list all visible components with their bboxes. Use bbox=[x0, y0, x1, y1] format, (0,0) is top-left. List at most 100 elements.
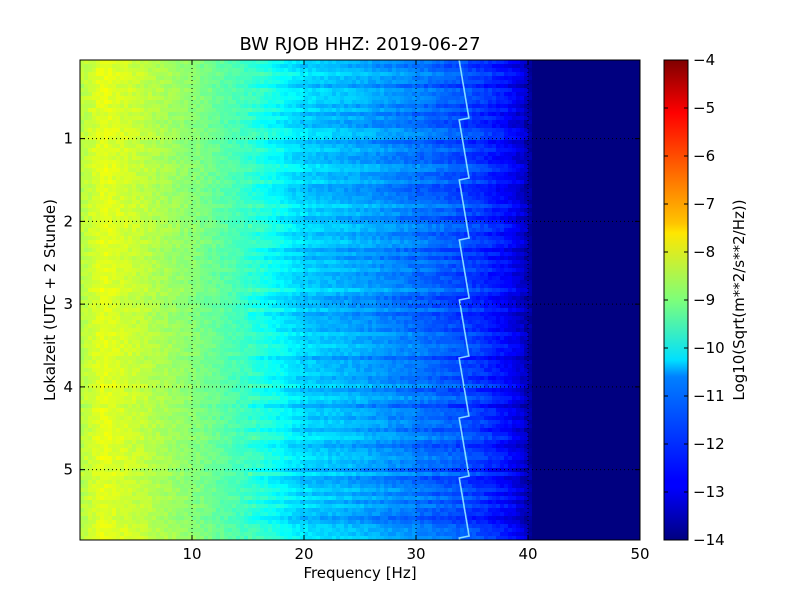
heatmap-cell bbox=[404, 164, 409, 169]
heatmap-cell bbox=[172, 80, 177, 85]
heatmap-cell bbox=[580, 88, 585, 93]
heatmap-cell bbox=[128, 188, 133, 193]
heatmap-cell bbox=[336, 136, 341, 141]
heatmap-cell bbox=[260, 112, 265, 117]
heatmap-cell bbox=[604, 160, 609, 165]
heatmap-cell bbox=[432, 104, 437, 109]
heatmap-cell bbox=[284, 120, 289, 125]
heatmap-cell bbox=[344, 112, 349, 117]
heatmap-cell bbox=[340, 196, 345, 201]
heatmap-cell bbox=[564, 160, 569, 165]
heatmap-cell bbox=[356, 164, 361, 169]
heatmap-cell bbox=[424, 176, 429, 181]
heatmap-cell bbox=[592, 64, 597, 69]
heatmap-cell bbox=[108, 192, 113, 197]
heatmap-cell bbox=[220, 168, 225, 173]
heatmap-cell bbox=[584, 184, 589, 189]
heatmap-cell bbox=[548, 108, 553, 113]
heatmap-cell bbox=[556, 96, 561, 101]
heatmap-cell bbox=[248, 136, 253, 141]
heatmap-cell bbox=[292, 196, 297, 201]
heatmap-cell bbox=[496, 104, 501, 109]
heatmap-cell bbox=[408, 128, 413, 133]
heatmap-cell bbox=[452, 124, 457, 129]
heatmap-cell bbox=[292, 152, 297, 157]
heatmap-cell bbox=[232, 192, 237, 197]
heatmap-cell bbox=[552, 92, 557, 97]
heatmap-cell bbox=[620, 136, 625, 141]
heatmap-cell bbox=[220, 140, 225, 145]
heatmap-cell bbox=[388, 80, 393, 85]
heatmap-cell bbox=[288, 128, 293, 133]
heatmap-cell bbox=[248, 84, 253, 89]
heatmap-cell bbox=[612, 100, 617, 105]
heatmap-cell bbox=[392, 160, 397, 165]
heatmap-cell bbox=[468, 88, 473, 93]
heatmap-cell bbox=[168, 64, 173, 69]
heatmap-cell bbox=[348, 88, 353, 93]
heatmap-cell bbox=[500, 124, 505, 129]
heatmap-cell bbox=[540, 196, 545, 201]
heatmap-cell bbox=[176, 164, 181, 169]
heatmap-cell bbox=[232, 180, 237, 185]
heatmap-cell bbox=[492, 60, 497, 65]
heatmap-cell bbox=[280, 128, 285, 133]
heatmap-cell bbox=[172, 88, 177, 93]
heatmap-cell bbox=[596, 144, 601, 149]
heatmap-cell bbox=[412, 160, 417, 165]
heatmap-cell bbox=[340, 180, 345, 185]
heatmap-cell bbox=[232, 144, 237, 149]
heatmap-cell bbox=[172, 72, 177, 77]
heatmap-cell bbox=[508, 196, 513, 201]
heatmap-cell bbox=[612, 104, 617, 109]
heatmap-cell bbox=[584, 120, 589, 125]
heatmap-cell bbox=[344, 128, 349, 133]
heatmap-cell bbox=[632, 164, 637, 169]
heatmap-cell bbox=[252, 124, 257, 129]
heatmap-cell bbox=[288, 72, 293, 77]
heatmap-cell bbox=[148, 168, 153, 173]
heatmap-cell bbox=[516, 96, 521, 101]
heatmap-cell bbox=[492, 76, 497, 81]
heatmap-cell bbox=[228, 152, 233, 157]
heatmap-cell bbox=[320, 100, 325, 105]
heatmap-cell bbox=[216, 84, 221, 89]
heatmap-cell bbox=[272, 68, 277, 73]
heatmap-cell bbox=[540, 160, 545, 165]
heatmap-cell bbox=[444, 200, 449, 205]
heatmap-cell bbox=[152, 188, 157, 193]
heatmap-cell bbox=[328, 60, 333, 65]
heatmap-cell bbox=[512, 144, 517, 149]
heatmap-cell bbox=[508, 124, 513, 129]
heatmap-cell bbox=[200, 80, 205, 85]
heatmap-cell bbox=[568, 192, 573, 197]
heatmap-cell bbox=[280, 132, 285, 137]
heatmap-cell bbox=[504, 96, 509, 101]
heatmap-cell bbox=[240, 144, 245, 149]
heatmap-cell bbox=[164, 64, 169, 69]
heatmap-cell bbox=[244, 180, 249, 185]
heatmap-cell bbox=[432, 144, 437, 149]
heatmap-cell bbox=[524, 72, 529, 77]
heatmap-cell bbox=[428, 108, 433, 113]
heatmap-cell bbox=[360, 92, 365, 97]
heatmap-cell bbox=[216, 168, 221, 173]
heatmap-cell bbox=[572, 184, 577, 189]
heatmap-cell bbox=[280, 120, 285, 125]
heatmap-cell bbox=[340, 164, 345, 169]
heatmap-cell bbox=[228, 120, 233, 125]
heatmap-cell bbox=[124, 132, 129, 137]
heatmap-cell bbox=[544, 132, 549, 137]
heatmap-cell bbox=[168, 144, 173, 149]
heatmap-cell bbox=[388, 196, 393, 201]
heatmap-cell bbox=[428, 160, 433, 165]
heatmap-cell bbox=[468, 120, 473, 125]
heatmap-cell bbox=[84, 104, 89, 109]
heatmap-cell bbox=[572, 96, 577, 101]
heatmap-cell bbox=[356, 200, 361, 205]
heatmap-cell bbox=[116, 72, 121, 77]
heatmap-cell bbox=[400, 80, 405, 85]
heatmap-cell bbox=[408, 196, 413, 201]
heatmap-cell bbox=[176, 60, 181, 65]
heatmap-cell bbox=[324, 88, 329, 93]
